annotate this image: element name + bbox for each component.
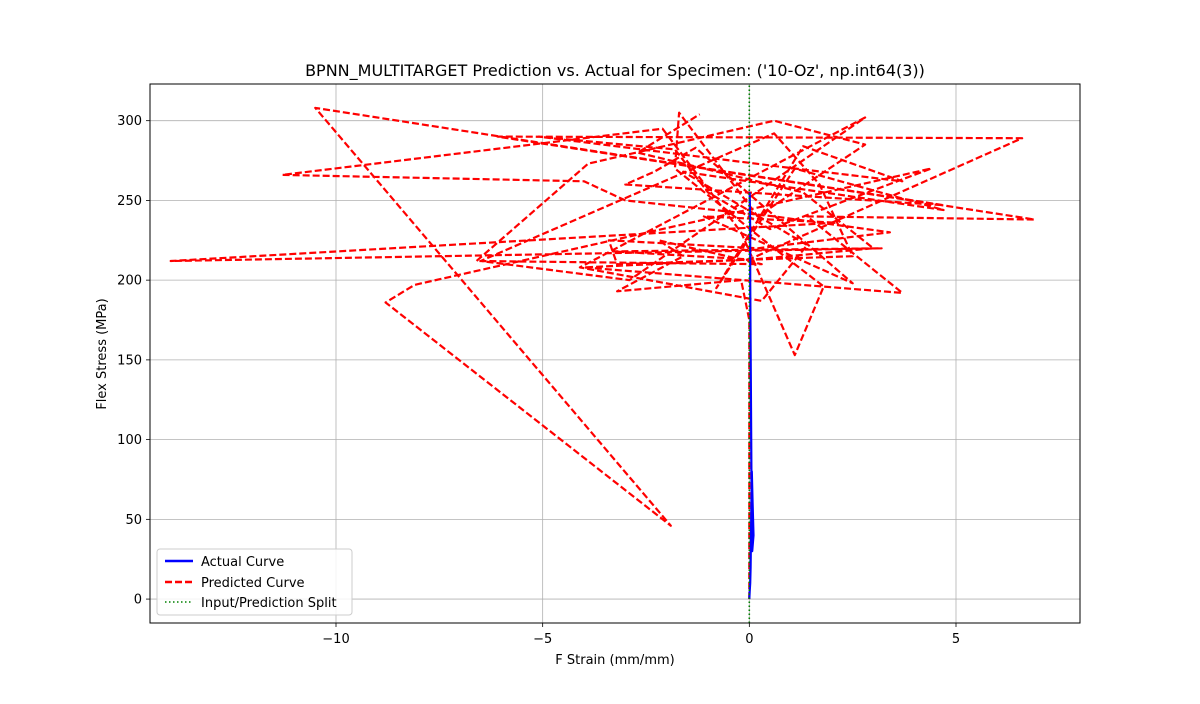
legend-label-split: Input/Prediction Split xyxy=(201,596,337,611)
legend-box xyxy=(156,548,353,616)
y-tick-label: 200 xyxy=(117,274,142,289)
x-tick-label: −10 xyxy=(322,632,349,647)
legend-label-predicted: Predicted Curve xyxy=(201,576,305,591)
y-tick-label: 300 xyxy=(117,114,142,129)
y-tick-label: 250 xyxy=(117,194,142,209)
chart-title: BPNN_MULTITARGET Prediction vs. Actual f… xyxy=(305,61,925,81)
y-tick-label: 50 xyxy=(125,513,142,528)
actual-curve-line xyxy=(748,192,755,600)
y-tick-label: 0 xyxy=(134,593,142,608)
y-tick-label: 150 xyxy=(117,353,142,368)
legend-label-actual: Actual Curve xyxy=(201,555,284,570)
x-tick-label: 0 xyxy=(745,632,753,647)
y-tick-label: 100 xyxy=(117,433,142,448)
x-tick-label: −5 xyxy=(533,632,552,647)
x-tick-label: 5 xyxy=(952,632,960,647)
series-layer xyxy=(169,84,1036,623)
predicted-curve-line xyxy=(169,106,1036,600)
y-axis-label: Flex Stress (MPa) xyxy=(95,298,110,409)
x-axis-label: F Strain (mm/mm) xyxy=(555,653,674,668)
legend: Actual Curve Predicted Curve Input/Predi… xyxy=(156,548,353,616)
plot-frame xyxy=(149,83,1081,624)
